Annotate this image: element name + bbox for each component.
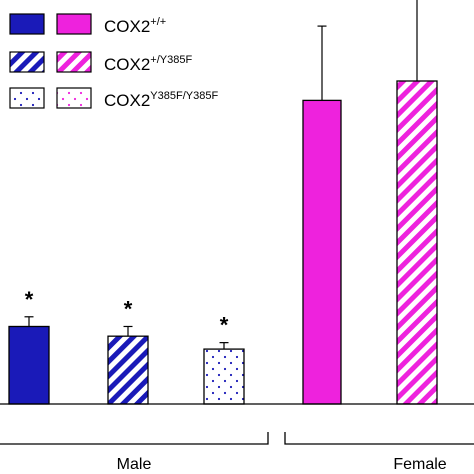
bar <box>107 335 149 405</box>
legend-label: COX2+/Y385F <box>104 54 192 74</box>
legend-swatch-male <box>9 51 45 73</box>
bar <box>396 80 438 405</box>
significance-marker: * <box>124 296 133 321</box>
group-label-male: Male <box>117 456 152 473</box>
legend-swatch-male <box>9 87 45 109</box>
bar <box>302 99 342 405</box>
male-group-bracket <box>0 432 269 445</box>
legend-swatch-female <box>56 51 92 73</box>
bar <box>203 348 245 405</box>
significance-marker: * <box>220 313 229 338</box>
legend-swatch-female <box>56 87 92 109</box>
legend-label: COX2Y385F/Y385F <box>104 90 218 110</box>
legend-label: COX2+/+ <box>104 16 166 36</box>
group-label-female: Female <box>393 456 446 473</box>
bars-layer: * * * <box>8 0 438 405</box>
legend: COX2+/+ COX2+/Y385F COX2Y385F/Y385F <box>9 13 218 110</box>
legend-swatch-female <box>56 13 92 35</box>
female-group-bracket <box>284 432 474 445</box>
significance-marker: * <box>25 287 34 312</box>
legend-swatch-male <box>9 13 45 35</box>
bar <box>8 325 50 405</box>
